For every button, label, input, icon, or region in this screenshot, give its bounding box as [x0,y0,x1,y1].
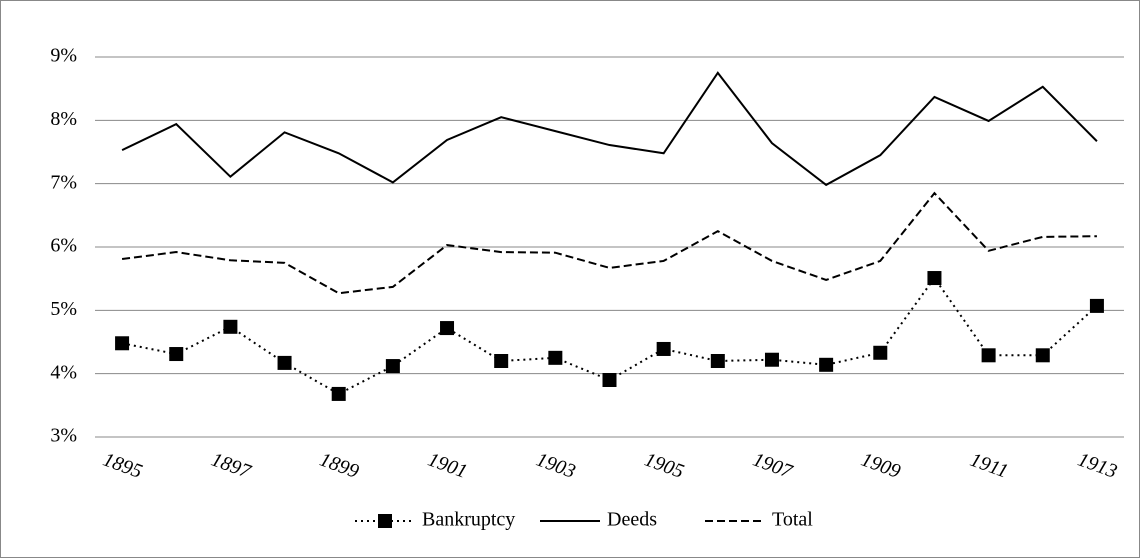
legend-label: Total [772,509,813,531]
marker [927,271,942,286]
marker [223,319,238,334]
legend-label: Bankruptcy [422,509,515,531]
legend-marker [378,514,392,528]
marker [1089,298,1104,313]
y-tick-label: 5% [50,298,77,320]
series-line [121,71,1098,187]
marker [169,347,184,362]
marker [602,373,617,387]
legend-label: Deeds [607,509,657,531]
y-tick-label: 9% [50,45,77,67]
y-tick-label: 3% [50,425,77,447]
marker [873,345,888,360]
marker [710,354,725,368]
y-tick-label: 8% [50,108,77,130]
marker [277,355,292,370]
series-line [121,191,1097,295]
marker [548,350,563,365]
marker [764,352,779,367]
marker [1035,348,1050,363]
marker [819,357,834,372]
marker [494,354,509,368]
marker [331,386,346,401]
marker [981,348,996,363]
marker [115,336,130,351]
y-tick-label: 4% [50,361,77,383]
y-tick-label: 6% [50,235,77,257]
marker [656,341,671,356]
y-tick-label: 7% [50,171,77,193]
marker [385,359,400,374]
marker [440,321,455,336]
